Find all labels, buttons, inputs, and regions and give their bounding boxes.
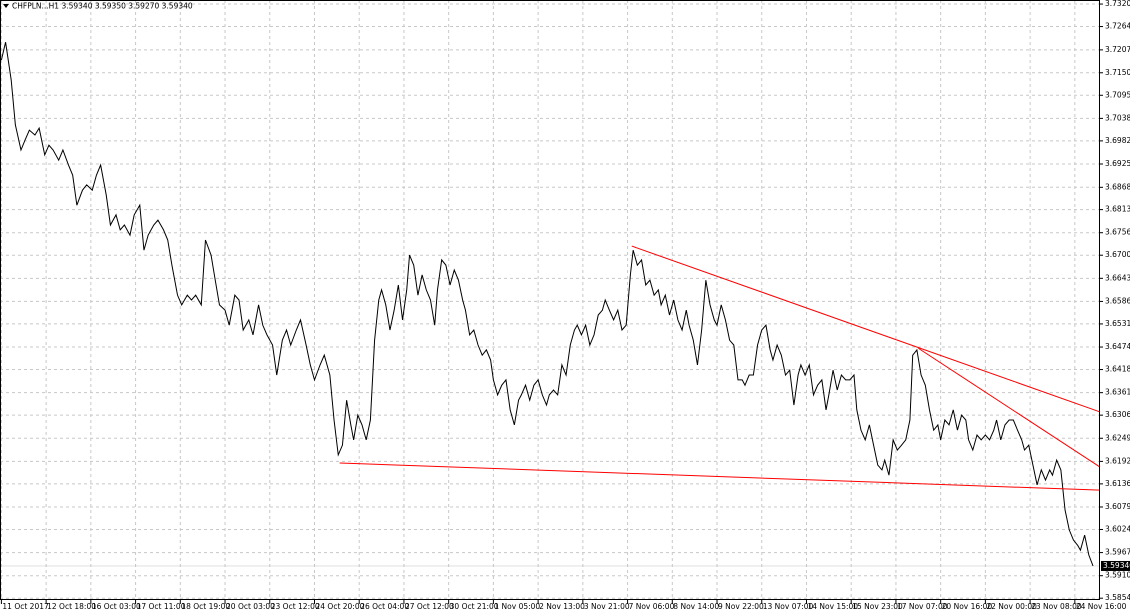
x-tick-label: 24 Nov 16:00 xyxy=(1076,602,1127,611)
x-tick-label: 1 Nov 05:00 xyxy=(494,602,540,611)
y-tick-label: 3.72645 xyxy=(1105,22,1130,31)
trendline xyxy=(631,245,1101,413)
x-tick-label: 8 Nov 14:00 xyxy=(673,602,719,611)
x-tick-label: 22 Nov 00:00 xyxy=(986,602,1037,611)
x-tick-label: 11 Oct 2017 xyxy=(2,602,49,611)
y-tick-label: 3.59100 xyxy=(1105,571,1130,580)
x-tick-label: 7 Nov 06:00 xyxy=(629,602,675,611)
y-tick-label: 3.59670 xyxy=(1105,548,1130,557)
y-tick-label: 3.69255 xyxy=(1105,159,1130,168)
x-tick-label: 16 Oct 03:00 xyxy=(92,602,141,611)
x-tick-label: 2 Nov 13:00 xyxy=(539,602,585,611)
x-tick-label: 3 Nov 21:00 xyxy=(584,602,630,611)
price-line xyxy=(0,42,1094,567)
y-tick-label: 3.70380 xyxy=(1105,113,1130,122)
trendline xyxy=(339,462,1101,491)
y-tick-label: 3.65310 xyxy=(1105,319,1130,328)
x-tick-label: 20 Oct 03:00 xyxy=(226,602,275,611)
x-tick-label: 18 Oct 19:00 xyxy=(181,602,230,611)
y-tick-label: 3.62490 xyxy=(1105,433,1130,442)
x-tick-label: 26 Oct 04:00 xyxy=(360,602,409,611)
y-tick-label: 3.63615 xyxy=(1105,388,1130,397)
x-tick-label: 17 Nov 07:00 xyxy=(897,602,948,611)
y-tick-label: 3.61365 xyxy=(1105,479,1130,488)
y-tick-label: 3.69825 xyxy=(1105,136,1130,145)
y-tick-label: 3.58545 xyxy=(1105,593,1130,602)
plot xyxy=(0,42,1101,567)
chart-title: CHFPLN...H1 3.59340 3.59350 3.59270 3.59… xyxy=(12,2,193,11)
trendline xyxy=(918,347,1101,468)
x-tick-label: 13 Nov 07:00 xyxy=(763,602,814,611)
y-tick-label: 3.70950 xyxy=(1105,90,1130,99)
y-tick-label: 3.67005 xyxy=(1105,250,1130,259)
y-tick-label: 3.68130 xyxy=(1105,205,1130,214)
y-tick-label: 3.64740 xyxy=(1105,342,1130,351)
y-tick-label: 3.73200 xyxy=(1105,0,1130,8)
y-tick-label: 3.61920 xyxy=(1105,456,1130,465)
y-tick-label: 3.67560 xyxy=(1105,228,1130,237)
x-tick-label: 20 Nov 16:00 xyxy=(942,602,993,611)
x-tick-label: 14 Nov 15:00 xyxy=(807,602,858,611)
x-tick-label: 12 Oct 18:00 xyxy=(47,602,96,611)
plot-frame xyxy=(0,0,1100,600)
y-tick-label: 3.72070 xyxy=(1105,45,1130,54)
last-price-label: 3.59340 xyxy=(1103,561,1130,570)
x-tick-label: 9 Nov 22:00 xyxy=(718,602,764,611)
x-tick-label: 17 Oct 11:00 xyxy=(137,602,186,611)
x-tick-label: 23 Nov 08:00 xyxy=(1031,602,1082,611)
menu-icon[interactable] xyxy=(3,4,9,8)
x-tick-label: 27 Oct 12:00 xyxy=(405,602,454,611)
x-tick-label: 23 Oct 12:00 xyxy=(271,602,320,611)
y-tick-label: 3.65865 xyxy=(1105,296,1130,305)
x-tick-label: 15 Nov 23:00 xyxy=(852,602,903,611)
last-price-box xyxy=(1101,560,1130,571)
y-tick-label: 3.63060 xyxy=(1105,410,1130,419)
grid xyxy=(0,0,1100,600)
y-tick-label: 3.64185 xyxy=(1105,365,1130,374)
x-tick-label: 24 Oct 20:00 xyxy=(315,602,364,611)
y-tick-label: 3.60795 xyxy=(1105,502,1130,511)
y-tick-label: 3.60240 xyxy=(1105,524,1130,533)
y-tick-label: 3.68680 xyxy=(1105,182,1130,191)
y-tick-label: 3.71505 xyxy=(1105,68,1130,77)
x-tick-label: 30 Oct 21:00 xyxy=(450,602,499,611)
y-tick-label: 3.66435 xyxy=(1105,273,1130,282)
